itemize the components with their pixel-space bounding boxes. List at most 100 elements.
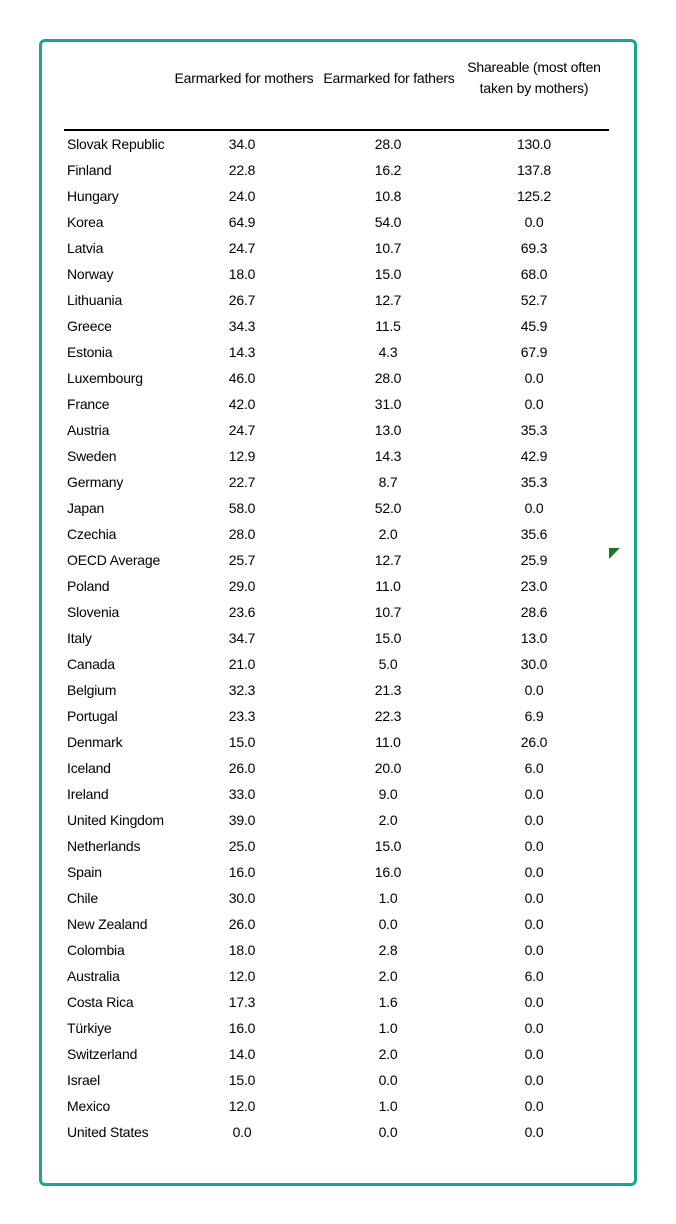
country-cell: Latvia [67,240,104,256]
table-row: Netherlands 25.0 15.0 0.0 [0,833,676,859]
country-cell: Netherlands [67,838,141,854]
table-row: Iceland 26.0 20.0 6.0 [0,755,676,781]
fathers-cell: 0.0 [378,1072,398,1088]
mothers-cell: 58.0 [228,500,256,516]
shareable-cell: 0.0 [524,370,544,386]
country-cell: Denmark [67,734,123,750]
table-row: Luxembourg 46.0 28.0 0.0 [0,365,676,391]
country-cell: Canada [67,656,115,672]
fathers-cell: 15.0 [374,266,402,282]
table-row: Mexico 12.0 1.0 0.0 [0,1093,676,1119]
table-row: Canada 21.0 5.0 30.0 [0,651,676,677]
table-row: Portugal 23.3 22.3 6.9 [0,703,676,729]
fathers-cell: 1.0 [378,1020,398,1036]
fathers-cell: 21.3 [374,682,402,698]
fathers-cell: 9.0 [378,786,398,802]
country-cell: France [67,396,110,412]
column-header-shareable-line2: taken by mothers) [479,80,589,96]
fathers-cell: 2.8 [378,942,398,958]
mothers-cell: 39.0 [228,812,256,828]
shareable-cell: 23.0 [520,578,548,594]
mothers-cell: 18.0 [228,942,256,958]
table-row: Ireland 33.0 9.0 0.0 [0,781,676,807]
table-row: Denmark 15.0 11.0 26.0 [0,729,676,755]
country-cell: Japan [67,500,105,516]
table-row: Slovak Republic 34.0 28.0 130.0 [0,131,676,157]
country-cell: Slovenia [67,604,120,620]
country-cell: Czechia [67,526,117,542]
column-header-mothers: Earmarked for mothers [174,70,314,86]
country-cell: Greece [67,318,112,334]
mothers-cell: 24.7 [228,422,256,438]
table-frame [39,39,637,1186]
country-cell: United Kingdom [67,812,164,828]
mothers-cell: 64.9 [228,214,256,230]
table-row: Sweden 12.9 14.3 42.9 [0,443,676,469]
fathers-cell: 14.3 [374,448,402,464]
fathers-cell: 28.0 [374,370,402,386]
country-cell: Finland [67,162,112,178]
country-cell: Germany [67,474,124,490]
shareable-cell: 45.9 [520,318,548,334]
country-cell: United States [67,1124,149,1140]
country-cell: Italy [67,630,92,646]
fathers-cell: 10.7 [374,240,402,256]
table-row: Italy 34.7 15.0 13.0 [0,625,676,651]
table-row: Switzerland 14.0 2.0 0.0 [0,1041,676,1067]
fathers-cell: 0.0 [378,1124,398,1140]
mothers-cell: 14.0 [228,1046,256,1062]
fathers-cell: 11.0 [375,578,401,594]
table-row: Hungary 24.0 10.8 125.2 [0,183,676,209]
mothers-cell: 25.0 [228,838,256,854]
shareable-cell: 0.0 [524,214,544,230]
mothers-cell: 12.9 [228,448,256,464]
fathers-cell: 0.0 [378,916,398,932]
mothers-cell: 34.7 [228,630,256,646]
mothers-cell: 16.0 [228,1020,256,1036]
shareable-cell: 130.0 [516,136,552,152]
table-row: Spain 16.0 16.0 0.0 [0,859,676,885]
mothers-cell: 15.0 [228,734,256,750]
mothers-cell: 32.3 [228,682,256,698]
shareable-cell: 25.9 [520,552,548,568]
table-row: United Kingdom 39.0 2.0 0.0 [0,807,676,833]
table-row: Costa Rica 17.3 1.6 0.0 [0,989,676,1015]
shareable-cell: 0.0 [524,1098,544,1114]
shareable-cell: 69.3 [520,240,548,256]
country-cell: Austria [67,422,110,438]
mothers-cell: 18.0 [228,266,256,282]
table-row: Finland 22.8 16.2 137.8 [0,157,676,183]
header-rule [64,129,609,131]
table-row: Czechia 28.0 2.0 35.6 [0,521,676,547]
shareable-cell: 0.0 [524,1020,544,1036]
shareable-cell: 0.0 [524,1124,544,1140]
country-cell: Australia [67,968,120,984]
country-cell: Slovak Republic [67,136,165,152]
shareable-cell: 6.9 [524,708,544,724]
shareable-cell: 125.2 [516,188,552,204]
table-row: Slovenia 23.6 10.7 28.6 [0,599,676,625]
mothers-cell: 24.7 [228,240,256,256]
country-cell: Luxembourg [67,370,143,386]
table-row: United States 0.0 0.0 0.0 [0,1119,676,1145]
shareable-cell: 30.0 [520,656,548,672]
mothers-cell: 21.0 [228,656,256,672]
shareable-cell: 26.0 [520,734,548,750]
table-row: Colombia 18.0 2.8 0.0 [0,937,676,963]
mothers-cell: 23.6 [228,604,256,620]
shareable-cell: 0.0 [524,1072,544,1088]
shareable-cell: 13.0 [520,630,548,646]
table-row: Estonia 14.3 4.3 67.9 [0,339,676,365]
mothers-cell: 16.0 [228,864,256,880]
column-header-shareable: Shareable (most often taken by mothers) [458,57,610,99]
fathers-cell: 1.0 [378,890,398,906]
mothers-cell: 28.0 [228,526,256,542]
fathers-cell: 54.0 [374,214,402,230]
mothers-cell: 30.0 [228,890,256,906]
fathers-cell: 20.0 [374,760,402,776]
shareable-cell: 0.0 [524,942,544,958]
shareable-cell: 67.9 [520,344,548,360]
country-cell: Israel [67,1072,101,1088]
fathers-cell: 15.0 [374,838,402,854]
country-cell: Sweden [67,448,117,464]
